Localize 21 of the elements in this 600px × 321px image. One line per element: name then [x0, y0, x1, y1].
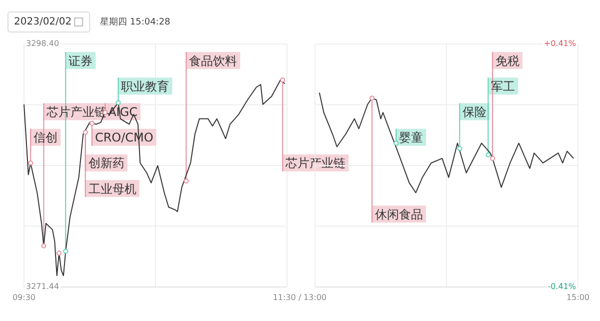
annotation: 职业教育 [121, 79, 170, 94]
annotation: 食品饮料 [189, 54, 238, 68]
x-tick-label: 09:30 [12, 293, 36, 302]
annotation: 免税 [496, 54, 520, 68]
y-tick-label: 3271.44 [26, 282, 60, 292]
annotation: 创新药 [88, 156, 124, 170]
annotation: 工业母机 [88, 182, 136, 196]
annotation: 保险 [462, 104, 487, 119]
text: +0.41% [544, 39, 576, 48]
annotation: 婴童 [399, 130, 424, 145]
annotation: 休闲食品 [374, 207, 423, 222]
y-tick-label: 3298.40 [26, 39, 60, 48]
x-tick-label: 15:00 [566, 293, 590, 302]
chart-subtitle: 星期四 15:04:28 [100, 16, 171, 28]
chart-title: 2023/02/02 [14, 16, 72, 28]
x-tick-label: 11:30 / [272, 293, 302, 302]
annotation: 证券 [68, 54, 93, 68]
annotation: 军工 [491, 79, 516, 94]
text: -0.41% [548, 282, 576, 292]
annotation: 信创 [34, 130, 58, 145]
x-tick-label: 13:00 [303, 293, 327, 302]
